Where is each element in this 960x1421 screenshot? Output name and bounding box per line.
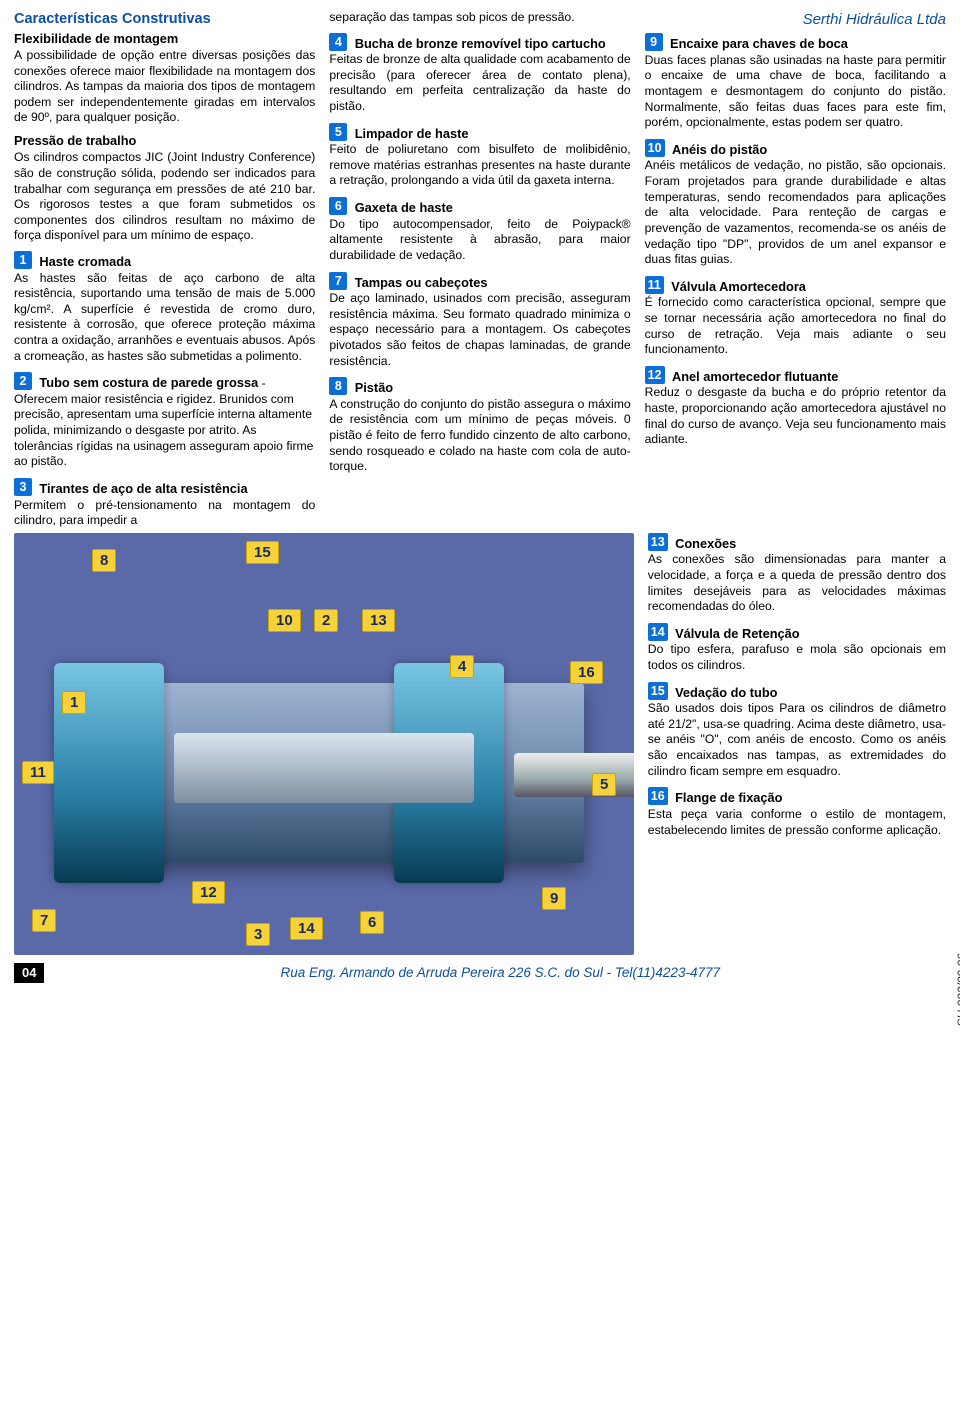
item-8-body: A construção do conjunto do pistão asseg… bbox=[329, 397, 630, 475]
item-7-body: De aço laminado, usinados com precisão, … bbox=[329, 291, 630, 369]
item-10-number: 10 bbox=[645, 139, 665, 157]
item-1-body: As hastes são feitas de aço carbono de a… bbox=[14, 271, 315, 365]
item-11-body: É fornecido como característica opcional… bbox=[645, 295, 946, 357]
item-10: 10 Anéis do pistão Anéis metálicos de ve… bbox=[645, 139, 946, 268]
diagram-label-4: 4 bbox=[450, 655, 474, 678]
item-2-body: - Oferecem maior resistência e rigidez. … bbox=[14, 376, 313, 468]
cylinder-diagram: 81510213141611571231469 bbox=[14, 533, 634, 955]
item-6-title: Gaxeta de haste bbox=[355, 200, 453, 215]
document-code: SH 002/09.06 bbox=[955, 953, 960, 1026]
item-5-title: Limpador de haste bbox=[355, 126, 469, 141]
item-13-number: 13 bbox=[648, 533, 668, 551]
item-14-title: Válvula de Retenção bbox=[675, 626, 799, 641]
item-13-body: As conexões são dimensionadas para mante… bbox=[648, 552, 946, 614]
item-15-body: São usados dois tipos Para os cilindros … bbox=[648, 701, 946, 779]
item-9-number: 9 bbox=[645, 33, 663, 51]
item-15-number: 15 bbox=[648, 682, 668, 700]
item-4-title: Bucha de bronze removível tipo cartucho bbox=[355, 36, 606, 51]
item-15-title: Vedação do tubo bbox=[675, 685, 777, 700]
item-7: 7 Tampas ou cabeçotes De aço laminado, u… bbox=[329, 272, 630, 370]
item-5: 5 Limpador de haste Feito de poliuretano… bbox=[329, 123, 630, 189]
diagram-label-14: 14 bbox=[290, 917, 323, 940]
item-11-number: 11 bbox=[645, 276, 664, 294]
item-10-body: Anéis metálicos de vedação, no pistão, s… bbox=[645, 158, 946, 267]
diagram-label-8: 8 bbox=[92, 549, 116, 572]
item-13: 13 Conexões As conexões são dimensionada… bbox=[648, 533, 946, 615]
item-13-title: Conexões bbox=[675, 536, 736, 551]
item-1-title: Haste cromada bbox=[39, 254, 131, 269]
item-4-number: 4 bbox=[329, 33, 347, 51]
item-5-body: Feito de poliuretano com bisulfeto de mo… bbox=[329, 142, 630, 189]
item-3-title: Tirantes de aço de alta resistência bbox=[39, 481, 247, 496]
item-11: 11 Válvula Amortecedora É fornecido como… bbox=[645, 276, 946, 358]
diagram-label-3: 3 bbox=[246, 923, 270, 946]
intro-heading-1: Flexibilidade de montagem bbox=[14, 31, 315, 47]
item-8-title: Pistão bbox=[355, 380, 393, 395]
diagram-label-6: 6 bbox=[360, 911, 384, 934]
item-11-title: Válvula Amortecedora bbox=[671, 279, 806, 294]
diagram-label-5: 5 bbox=[592, 773, 616, 796]
item-6: 6 Gaxeta de haste Do tipo autocompensado… bbox=[329, 197, 630, 263]
diagram-label-2: 2 bbox=[314, 609, 338, 632]
diagram-label-11: 11 bbox=[22, 761, 54, 784]
diagram-label-12: 12 bbox=[192, 881, 225, 904]
diagram-label-13: 13 bbox=[362, 609, 395, 632]
diagram-label-9: 9 bbox=[542, 887, 566, 910]
item-16: 16 Flange de fixação Esta peça varia con… bbox=[648, 787, 946, 838]
intro-paragraph-2: Os cilindros compactos JIC (Joint Indust… bbox=[14, 150, 315, 244]
item-3-number: 3 bbox=[14, 478, 32, 496]
item-6-number: 6 bbox=[329, 197, 347, 215]
item-14-body: Do tipo esfera, parafuso e mola são opci… bbox=[648, 642, 946, 673]
item-6-body: Do tipo autocompensador, feito de Poiypa… bbox=[329, 217, 630, 264]
item-12: 12 Anel amortecedor flutuante Reduz o de… bbox=[645, 366, 946, 448]
company-name: Serthi Hidráulica Ltda bbox=[645, 10, 946, 29]
cylinder-body bbox=[64, 683, 584, 863]
item-8: 8 Pistão A construção do conjunto do pis… bbox=[329, 377, 630, 475]
diagram-label-1: 1 bbox=[62, 691, 86, 714]
item-7-number: 7 bbox=[329, 272, 347, 290]
item-12-body: Reduz o desgaste da bucha e do próprio r… bbox=[645, 385, 946, 447]
diagram-label-15: 15 bbox=[246, 541, 279, 564]
item-1: 1 Haste cromada As hastes são feitas de … bbox=[14, 251, 315, 364]
item-10-title: Anéis do pistão bbox=[672, 142, 767, 157]
item-3: 3 Tirantes de aço de alta resistência Pe… bbox=[14, 478, 315, 529]
item-4: 4 Bucha de bronze removível tipo cartuch… bbox=[329, 33, 630, 115]
item-9-title: Encaixe para chaves de boca bbox=[670, 36, 848, 51]
intro-paragraph-1: A possibilidade de opção entre diversas … bbox=[14, 48, 315, 126]
diagram-label-7: 7 bbox=[32, 909, 56, 932]
item-14: 14 Válvula de Retenção Do tipo esfera, p… bbox=[648, 623, 946, 674]
cylinder-tube bbox=[174, 733, 474, 803]
page-title: Características Construtivas bbox=[14, 10, 315, 29]
item-3-body-part1: Permitem o pré-tensionamento na montagem… bbox=[14, 498, 315, 529]
item-3-body-part2: separação das tampas sob picos de pressã… bbox=[329, 10, 630, 26]
item-9-body: Duas faces planas são usinadas na haste … bbox=[645, 53, 946, 131]
item-16-body: Esta peça varia conforme o estilo de mon… bbox=[648, 807, 946, 838]
item-5-number: 5 bbox=[329, 123, 347, 141]
item-4-body: Feitas de bronze de alta qualidade com a… bbox=[329, 52, 630, 114]
item-7-title: Tampas ou cabeçotes bbox=[355, 275, 488, 290]
item-16-title: Flange de fixação bbox=[675, 790, 782, 805]
item-15: 15 Vedação do tubo São usados dois tipos… bbox=[648, 682, 946, 780]
footer-address: Rua Eng. Armando de Arruda Pereira 226 S… bbox=[54, 964, 946, 981]
item-1-number: 1 bbox=[14, 251, 32, 269]
item-12-title: Anel amortecedor flutuante bbox=[672, 369, 838, 384]
item-9: 9 Encaixe para chaves de boca Duas faces… bbox=[645, 33, 946, 131]
item-2-title: Tubo sem costura de parede grossa bbox=[39, 375, 258, 390]
item-16-number: 16 bbox=[648, 787, 668, 805]
item-8-number: 8 bbox=[329, 377, 347, 395]
item-12-number: 12 bbox=[645, 366, 665, 384]
item-2: 2 Tubo sem costura de parede grossa - Of… bbox=[14, 372, 315, 470]
diagram-label-10: 10 bbox=[268, 609, 301, 632]
page-number: 04 bbox=[14, 963, 44, 984]
diagram-label-16: 16 bbox=[570, 661, 603, 684]
intro-heading-2: Pressão de trabalho bbox=[14, 133, 315, 149]
item-14-number: 14 bbox=[648, 623, 668, 641]
item-2-number: 2 bbox=[14, 372, 32, 390]
